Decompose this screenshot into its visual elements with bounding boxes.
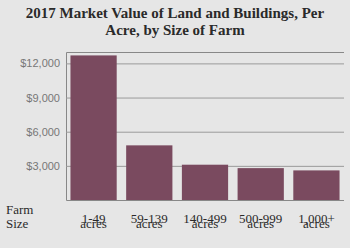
x-tick: 1,000+acres	[298, 200, 335, 231]
x-tick-label: 1,000+acres	[298, 211, 335, 231]
bar	[70, 55, 116, 200]
bar	[126, 145, 172, 200]
x-axis: 1-49acres 59-139acres 140-499acres 500-999a…	[67, 200, 345, 231]
bar	[238, 168, 284, 200]
title: 2017 Market Value of Land and Buildings,…	[26, 5, 325, 38]
x-tick: 140-499acres	[183, 200, 226, 231]
x-tick-label: 1-49acres	[80, 211, 107, 231]
background	[0, 0, 350, 248]
chart: 2017 Market Value of Land and Buildings,…	[0, 0, 350, 248]
y-axis: $3,000 $6,000 $9,000 $12,000	[20, 53, 344, 201]
bars	[70, 55, 339, 200]
x-tick: 1-49acres	[80, 200, 107, 231]
y-tick-label: $12,000	[20, 57, 60, 69]
y-tick: $12,000	[20, 57, 344, 69]
x-tick: 500-999acres	[239, 200, 282, 231]
y-tick-label: $6,000	[26, 126, 60, 138]
y-tick-label: $3,000	[26, 160, 60, 172]
plot: $3,000 $6,000 $9,000 $12,000 1-49acres 59-139…	[20, 53, 344, 232]
x-tick: 59-139acres	[131, 200, 168, 231]
y-tick-label: $9,000	[26, 92, 60, 104]
y-axis-line	[67, 53, 345, 201]
x-tick-label: 500-999acres	[239, 211, 282, 231]
x-tick-label: 59-139acres	[131, 211, 168, 231]
x-axis-line	[67, 200, 345, 201]
bar	[182, 165, 228, 200]
x-axis-title: FarmSize	[6, 202, 33, 231]
x-tick-label: 140-499acres	[183, 211, 226, 231]
bar	[293, 170, 339, 200]
